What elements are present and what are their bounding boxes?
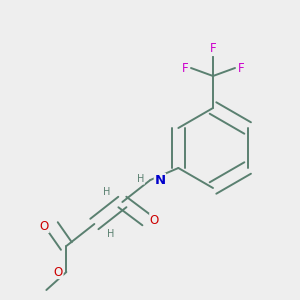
Text: F: F <box>182 61 188 74</box>
Text: F: F <box>210 43 216 56</box>
Text: O: O <box>54 266 63 278</box>
Text: O: O <box>150 214 159 226</box>
Text: H: H <box>103 187 110 197</box>
Text: F: F <box>238 61 244 74</box>
Text: O: O <box>40 220 49 232</box>
Text: N: N <box>154 173 166 187</box>
Text: H: H <box>137 174 144 184</box>
Text: H: H <box>107 229 114 239</box>
